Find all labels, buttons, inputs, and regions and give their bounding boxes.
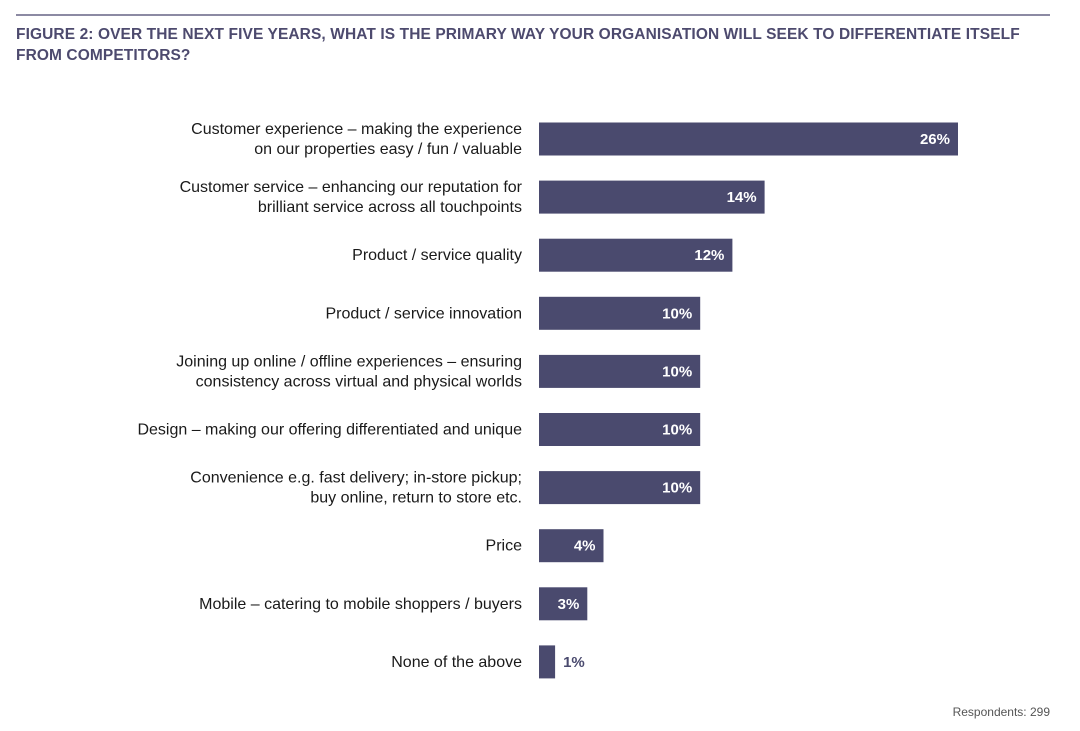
figure-title: FIGURE 2: OVER THE NEXT FIVE YEARS, WHAT… bbox=[16, 26, 1020, 64]
bar-value-label: 4% bbox=[574, 538, 596, 555]
category-label: consistency across virtual and physical … bbox=[196, 373, 522, 390]
bar bbox=[539, 529, 604, 563]
category-label: Product / service innovation bbox=[325, 305, 522, 322]
bar-value-label: 3% bbox=[558, 596, 580, 613]
category-label: Mobile – catering to mobile shoppers / b… bbox=[199, 596, 522, 613]
bar bbox=[539, 471, 701, 505]
top-rule bbox=[16, 14, 1050, 16]
category-label: Customer service – enhancing our reputat… bbox=[180, 179, 523, 196]
bar-value-label: 10% bbox=[662, 480, 692, 497]
category-label: Price bbox=[486, 538, 523, 555]
respondents-note: Respondents: 299 bbox=[952, 705, 1050, 719]
category-label: Convenience e.g. fast delivery; in-store… bbox=[190, 470, 522, 487]
bar-value-label: 10% bbox=[662, 305, 692, 322]
bar bbox=[539, 296, 701, 330]
category-label: Design – making our offering differentia… bbox=[137, 422, 522, 439]
bar bbox=[539, 238, 733, 272]
bar bbox=[539, 413, 701, 446]
category-label: on our properties easy / fun / valuable bbox=[254, 141, 522, 158]
bar bbox=[539, 354, 701, 388]
bar-value-label: 10% bbox=[662, 363, 692, 380]
bar-value-label: 10% bbox=[662, 422, 692, 439]
bar-value-label: 26% bbox=[920, 131, 950, 148]
category-label: brilliant service across all touchpoints bbox=[258, 199, 522, 216]
bar-value-label: 1% bbox=[563, 654, 585, 671]
bar bbox=[539, 180, 765, 214]
category-label: Product / service quality bbox=[352, 247, 522, 264]
category-label: Joining up online / offline experiences … bbox=[176, 353, 522, 370]
bar-value-label: 14% bbox=[727, 189, 757, 206]
bar bbox=[539, 645, 556, 679]
bar bbox=[539, 122, 958, 156]
bar bbox=[539, 587, 588, 621]
category-label: None of the above bbox=[391, 654, 522, 671]
category-label: buy online, return to store etc. bbox=[310, 490, 522, 507]
bar-value-label: 12% bbox=[694, 247, 724, 264]
category-label: Customer experience – making the experie… bbox=[191, 121, 522, 138]
